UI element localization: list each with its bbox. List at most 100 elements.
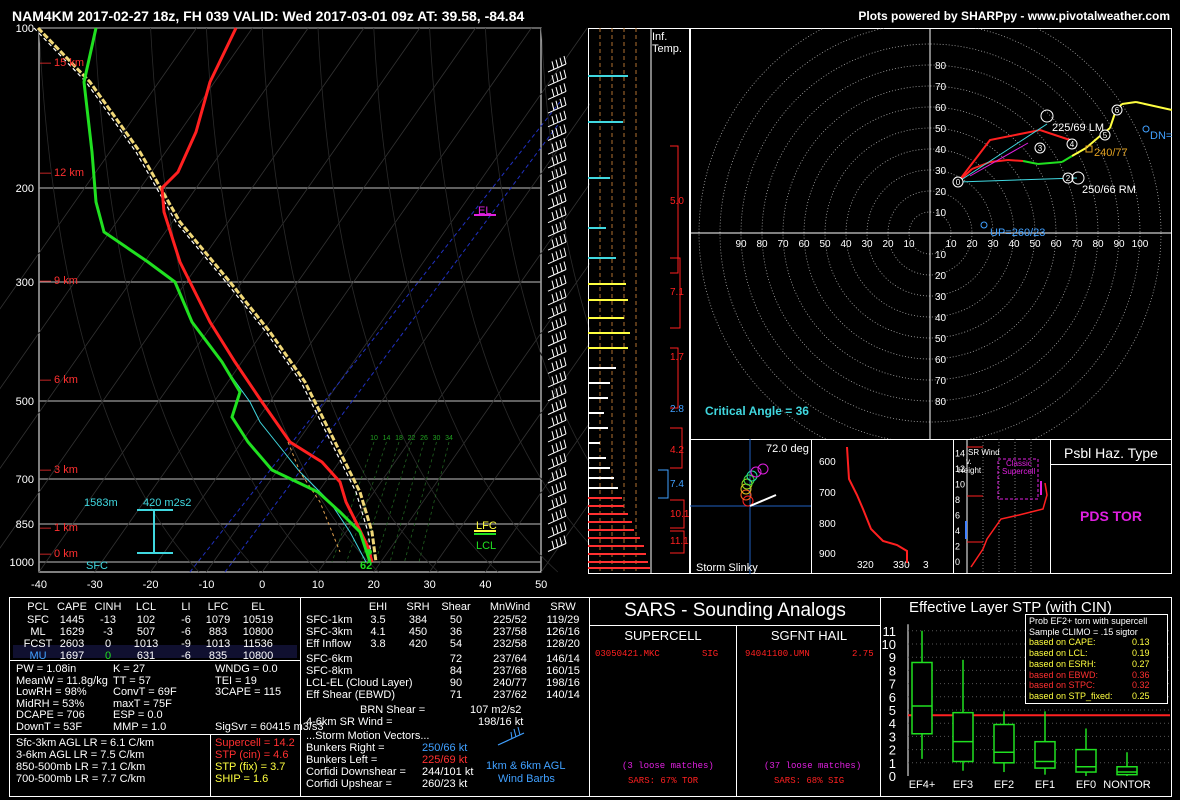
hodo-lm-label: 225/69 LM <box>1052 122 1104 134</box>
dry-adiabat <box>94 27 260 573</box>
kin-cell: 160/15 <box>546 665 580 677</box>
wind-barb <box>547 192 567 210</box>
composite-index: STP (cin) = 4.6 <box>215 749 289 761</box>
hodo-x-tick: 70 <box>777 239 789 250</box>
mixing-ratio <box>418 441 450 563</box>
kin-layer: Eff Inflow <box>306 638 352 650</box>
theta-label: 7.4 <box>670 479 684 490</box>
wind-barb <box>547 398 567 415</box>
slinky-title: Storm Slinky <box>696 562 758 574</box>
hodo-x-tick: 80 <box>756 239 768 250</box>
wind-barb <box>547 439 567 457</box>
wind-barb <box>547 138 567 155</box>
virtual-parcel <box>33 27 373 563</box>
hodo-trace <box>1007 159 1024 162</box>
hodo-frame <box>690 28 1172 440</box>
kin-cell: 54 <box>449 638 463 650</box>
kin-cell: 36 <box>449 626 463 638</box>
theta-y-tick: 700 <box>819 488 836 499</box>
parcel-cell: 10800 <box>242 626 274 638</box>
dry-adiabat <box>38 27 200 573</box>
hodo-x-tick: 60 <box>798 239 810 250</box>
stp-iqr <box>1075 748 1097 773</box>
theta-label: 4.2 <box>670 445 684 456</box>
kin-cell: 72 <box>449 653 463 665</box>
stp-box <box>1034 711 1056 775</box>
srw-supercell: Supercell <box>1002 467 1036 476</box>
stp-iqr <box>993 723 1015 764</box>
parcel-cell: -9 <box>181 638 191 650</box>
wind-barb <box>547 83 567 100</box>
theta-label: 5.0 <box>670 196 684 207</box>
hodo-knot <box>1099 129 1111 141</box>
srw-y-tick: 6 <box>955 511 960 521</box>
parcel-cell: 11536 <box>243 638 273 650</box>
lcl-label: LCL <box>476 540 497 552</box>
theta-label: 11.1 <box>670 536 689 547</box>
skew-t-frame <box>38 27 542 573</box>
hodo-x-tick: 50 <box>819 239 831 250</box>
temp-tick: -10 <box>198 579 214 591</box>
srwind-value: 198/16 kt <box>478 716 524 728</box>
hodo-x-tick: 70 <box>1071 239 1083 250</box>
index-value: SigSvr = 60415 m3/s3 <box>215 720 324 733</box>
dry-adiabat <box>150 27 319 573</box>
kin-layer: LCL-EL (Cloud Layer) <box>306 677 413 689</box>
theta-label: 10.1 <box>670 509 690 520</box>
hodo-shear-vector <box>969 142 1029 177</box>
parcel-cell: FCST <box>23 638 53 650</box>
header-title: NAM4KM 2017-02-27 18z, FH 039 VALID: Wed… <box>12 8 525 24</box>
hodo-knot <box>1066 138 1078 150</box>
inflow-strip: 5.0 7.1 1.7 2.8 4.2 7.4 10.1 11.1 <box>588 28 690 574</box>
kin-layer: Eff Shear (EBWD) <box>306 689 396 701</box>
hodo-trace <box>1071 147 1087 157</box>
wind-barb <box>547 275 567 292</box>
isotherm <box>0 27 197 310</box>
stp-y-tick: 1 <box>889 756 896 771</box>
composite-index: Supercell = 14.2 <box>215 737 295 749</box>
sfc-temp-label: 62 <box>360 560 373 572</box>
wind-barb <box>547 261 567 278</box>
stp-category: EF4+ <box>909 779 936 791</box>
dry-adiabat <box>429 27 590 546</box>
motion-value: 225/69 kt <box>422 754 468 766</box>
motion-value: 250/66 kt <box>422 742 468 754</box>
kin-cell: 237/62 <box>493 689 527 701</box>
index-value: DownT = 53F <box>16 720 83 733</box>
motion-label: Bunkers Left = <box>306 754 378 766</box>
hodo-knot <box>1034 142 1046 154</box>
parcel-cell: MU <box>29 650 47 662</box>
stp-legend-value: 0.19 <box>1132 648 1150 659</box>
slinky-ring <box>740 489 752 501</box>
kin-cell: 71 <box>449 689 463 701</box>
slinky-ring <box>742 495 754 507</box>
mixing-label: 26 <box>420 435 428 442</box>
isotherm <box>373 262 590 573</box>
height-label: — 0 km <box>40 548 78 560</box>
wind-barb <box>547 357 567 374</box>
dry-adiabat <box>485 27 590 465</box>
critical-angle: Critical Angle = 36 <box>705 404 809 418</box>
wind-barb <box>547 288 567 306</box>
pressure-tick-700: 700 <box>16 474 34 486</box>
hodo-x-tick: 30 <box>861 239 873 250</box>
hodo-x-tick: 80 <box>1092 239 1104 250</box>
stp-panel: Effective Layer STP (with CIN) <box>880 597 1172 797</box>
hodo-inflow-line-2 <box>957 123 1048 183</box>
height-label: — 15 km <box>40 57 84 69</box>
mixing-label: 30 <box>433 435 441 442</box>
sars-hail-size: 2.75 <box>852 649 874 659</box>
temp-tick: 10 <box>312 579 324 591</box>
hodo-ring-label: 10 <box>935 250 947 261</box>
slinky-ring <box>750 466 762 478</box>
hodo-trace <box>1135 101 1172 111</box>
stp-legend-label: based on EBWD: <box>1029 669 1099 680</box>
srw-y-tick: 0 <box>955 557 960 567</box>
isotherm <box>150 27 532 573</box>
lapse-rate: Sfc-3km AGL LR = 6.1 C/km <box>16 737 155 749</box>
stp-box <box>1075 728 1097 776</box>
parcel-cell: ML <box>30 626 46 638</box>
index-value: MidRH = 53% <box>16 697 85 710</box>
hodo-trace <box>1037 161 1063 165</box>
hodo-ring-label: 10 <box>935 208 947 219</box>
